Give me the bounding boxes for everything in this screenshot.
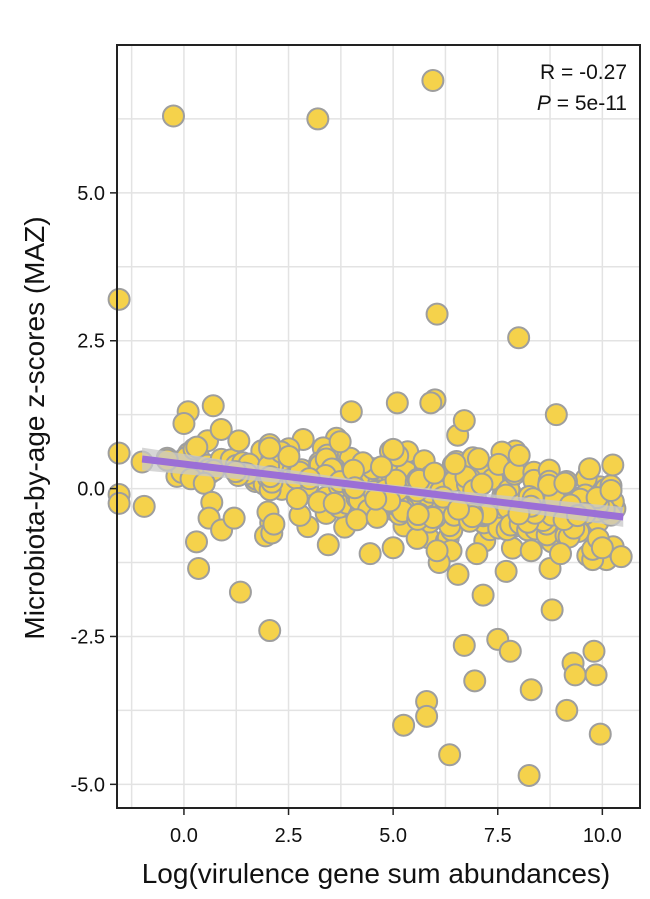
data-point bbox=[285, 487, 309, 511]
data-point bbox=[222, 506, 246, 530]
data-point bbox=[187, 556, 211, 580]
data-point bbox=[425, 302, 449, 326]
data-point bbox=[107, 491, 131, 515]
data-point bbox=[549, 542, 573, 566]
data-point bbox=[385, 391, 409, 415]
data-point bbox=[494, 559, 518, 583]
data-point bbox=[328, 430, 352, 454]
data-point bbox=[201, 394, 225, 418]
regression-line bbox=[141, 455, 624, 521]
data-point bbox=[563, 663, 587, 687]
data-point bbox=[517, 763, 541, 787]
data-point bbox=[609, 545, 633, 569]
x-tick-label: 10.0 bbox=[583, 825, 622, 847]
data-point bbox=[519, 678, 543, 702]
x-tick-label: 2.5 bbox=[275, 825, 303, 847]
data-point bbox=[582, 639, 606, 663]
data-point bbox=[381, 536, 405, 560]
data-point bbox=[452, 409, 476, 433]
data-point bbox=[107, 287, 131, 311]
stat-annotation: R = -0.27 P = 5e-11 bbox=[537, 61, 627, 115]
data-point bbox=[422, 461, 446, 485]
y-tick-label: -5.0 bbox=[71, 774, 105, 796]
axes: 0.0 2.5 5.0 7.5 10.0 -5.0 -2.5 0.0 2.5 5.0 bbox=[71, 183, 622, 847]
regression-line-group bbox=[141, 447, 624, 527]
data-point bbox=[498, 639, 522, 663]
p-value: = 5e-11 bbox=[551, 92, 627, 115]
y-tick-label: 0.0 bbox=[77, 479, 105, 501]
data-point bbox=[465, 542, 489, 566]
correlation-label: R = -0.27 bbox=[540, 61, 627, 84]
data-point bbox=[381, 437, 405, 461]
data-point bbox=[185, 435, 209, 459]
data-point bbox=[438, 743, 462, 767]
data-point bbox=[345, 508, 369, 532]
data-point bbox=[421, 68, 445, 92]
data-point bbox=[262, 512, 286, 536]
data-point bbox=[369, 455, 393, 479]
data-point bbox=[258, 436, 282, 460]
p-symbol: P bbox=[537, 92, 551, 115]
x-tick-label: 5.0 bbox=[379, 825, 407, 847]
p-value-label: P = 5e-11 bbox=[537, 92, 627, 115]
y-tick-label: -2.5 bbox=[71, 626, 105, 648]
data-point bbox=[322, 491, 346, 515]
data-point bbox=[107, 441, 131, 465]
data-point bbox=[463, 669, 487, 693]
x-tick-label: 7.5 bbox=[484, 825, 512, 847]
data-point bbox=[446, 562, 470, 586]
data-point bbox=[578, 457, 602, 481]
data-point bbox=[419, 391, 443, 415]
data-point bbox=[452, 633, 476, 657]
data-point bbox=[406, 503, 430, 527]
data-point bbox=[601, 453, 625, 477]
data-point bbox=[470, 472, 494, 496]
data-point bbox=[358, 542, 382, 566]
data-point bbox=[584, 663, 608, 687]
y-tick-label: 5.0 bbox=[77, 183, 105, 205]
x-axis-title: Log(virulence gene sum abundances) bbox=[142, 858, 611, 889]
grid-lines bbox=[117, 44, 640, 808]
data-point bbox=[316, 533, 340, 557]
data-point bbox=[227, 429, 251, 453]
plot-frame bbox=[116, 44, 641, 809]
data-point bbox=[553, 471, 577, 495]
data-point bbox=[507, 443, 531, 467]
data-point bbox=[228, 580, 252, 604]
data-point bbox=[132, 494, 156, 518]
data-point bbox=[588, 722, 612, 746]
y-axis-title: Microbiota-by-age z-scores (MAZ) bbox=[19, 216, 50, 639]
data-point bbox=[540, 598, 564, 622]
data-point bbox=[209, 417, 233, 441]
data-point bbox=[590, 536, 614, 560]
y-tick-label: 2.5 bbox=[77, 331, 105, 353]
data-points bbox=[107, 68, 633, 787]
data-point bbox=[415, 704, 439, 728]
data-point bbox=[306, 107, 330, 131]
data-point bbox=[443, 452, 467, 476]
data-point bbox=[544, 403, 568, 427]
data-point bbox=[555, 698, 579, 722]
data-point bbox=[339, 400, 363, 424]
data-point bbox=[519, 539, 543, 563]
data-point bbox=[599, 478, 623, 502]
data-point bbox=[172, 412, 196, 436]
data-point bbox=[277, 444, 301, 468]
data-point bbox=[507, 326, 531, 350]
data-point bbox=[466, 447, 490, 471]
x-tick-label: 0.0 bbox=[170, 825, 198, 847]
data-point bbox=[471, 583, 495, 607]
data-point bbox=[258, 619, 282, 643]
data-point bbox=[405, 526, 429, 550]
data-point bbox=[184, 530, 208, 554]
data-point bbox=[161, 104, 185, 128]
data-point bbox=[425, 539, 449, 563]
data-point bbox=[392, 713, 416, 737]
